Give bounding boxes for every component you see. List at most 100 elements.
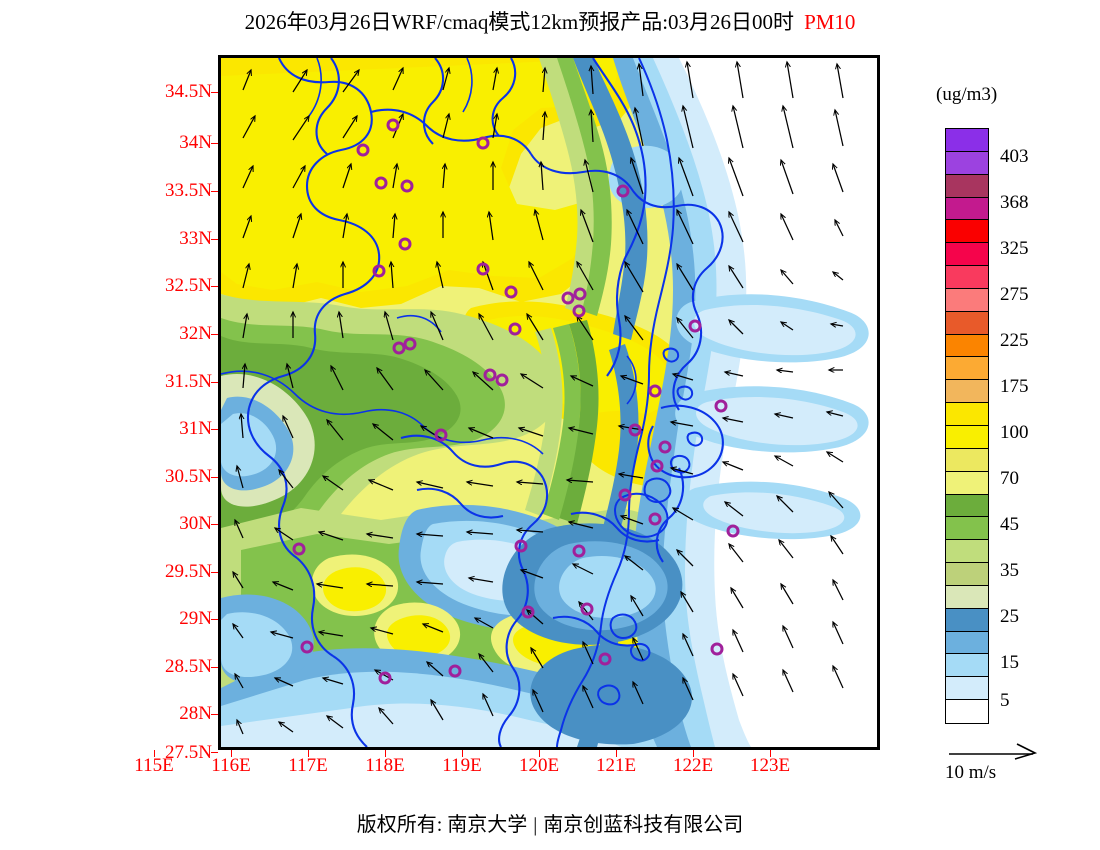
station-marker — [648, 384, 662, 398]
colorbar-tick-5: 5 — [1000, 690, 1010, 711]
colorbar-band-5 — [946, 243, 988, 267]
colorbar-band-3 — [946, 197, 988, 221]
lon-tick — [616, 750, 617, 757]
colorbar-tick-175: 175 — [1000, 376, 1029, 397]
colorbar-tick-45: 45 — [1000, 514, 1019, 535]
station-marker — [726, 524, 740, 538]
station-marker — [658, 440, 672, 454]
lon-label-122E: 122E — [672, 755, 714, 776]
lat-tick — [211, 477, 218, 478]
footer-company: 南京创蓝科技有限公司 — [543, 814, 744, 836]
footer-separator: | — [533, 814, 538, 836]
colorbar-band-9 — [946, 334, 988, 358]
station-marker — [650, 459, 664, 473]
station-marker — [648, 512, 662, 526]
station-marker — [710, 642, 724, 656]
colorbar-band-12 — [946, 403, 988, 426]
lat-tick — [211, 667, 218, 668]
station-marker — [434, 428, 448, 442]
title-species-label: PM10 — [804, 10, 856, 34]
footer-copyright: 版权所有: 南京大学 | 南京创蓝科技有限公司 — [0, 808, 1100, 837]
colorbar-tick-100: 100 — [1000, 422, 1029, 443]
lon-label-117E: 117E — [288, 755, 328, 776]
lat-label-32N: 32N — [179, 323, 212, 344]
colorbar-tick-225: 225 — [1000, 330, 1029, 351]
station-marker — [476, 136, 490, 150]
station-marker — [448, 664, 462, 678]
colorbar-band-24 — [946, 677, 988, 701]
lat-label-32.5N: 32.5N — [165, 275, 212, 296]
colorbar-tick-70: 70 — [1000, 468, 1019, 489]
colorbar-band-16 — [946, 494, 988, 518]
colorbar-band-23 — [946, 654, 988, 678]
station-marker — [628, 423, 642, 437]
colorbar-band-10 — [946, 357, 988, 381]
station-marker — [573, 287, 587, 301]
lon-label-118E: 118E — [365, 755, 405, 776]
lat-label-29.5N: 29.5N — [165, 561, 212, 582]
lat-label-27.5N: 27.5N — [165, 742, 212, 763]
lat-tick — [211, 524, 218, 525]
lat-tick — [211, 382, 218, 383]
station-marker — [508, 322, 522, 336]
colorbar[interactable] — [945, 128, 989, 724]
colorbar-band-20 — [946, 585, 988, 609]
lat-label-34N: 34N — [179, 132, 212, 153]
station-marker — [521, 605, 535, 619]
colorbar-band-25 — [946, 700, 988, 723]
lat-tick — [211, 714, 218, 715]
lon-tick — [308, 750, 309, 757]
wind-vectors — [233, 62, 844, 735]
colorbar-band-22 — [946, 631, 988, 655]
colorbar-band-7 — [946, 288, 988, 312]
station-marker — [300, 640, 314, 654]
station-marker — [572, 544, 586, 558]
footer-copyright-owner: 版权所有: 南京大学 — [356, 814, 528, 836]
wind-scale-arrow-icon — [949, 743, 1038, 760]
lat-tick — [211, 429, 218, 430]
lat-tick — [211, 286, 218, 287]
page-title: 2026年03月26日WRF/cmaq模式12km预报产品:03月26日00时 P… — [0, 6, 1100, 36]
colorbar-tick-325: 325 — [1000, 238, 1029, 259]
station-marker — [483, 368, 497, 382]
forecast-map[interactable] — [218, 55, 880, 750]
lat-tick — [211, 143, 218, 144]
station-marker — [514, 539, 528, 553]
lon-tick — [693, 750, 694, 757]
station-marker — [378, 671, 392, 685]
station-marker — [714, 399, 728, 413]
colorbar-band-19 — [946, 563, 988, 586]
colorbar-band-4 — [946, 220, 988, 244]
lat-label-31N: 31N — [179, 418, 212, 439]
station-marker — [386, 118, 400, 132]
wind-scale-legend — [945, 742, 1085, 762]
station-marker — [572, 304, 586, 318]
lon-label-115E: 115E — [134, 755, 174, 776]
station-marker — [372, 264, 386, 278]
station-marker — [292, 542, 306, 556]
colorbar-tick-403: 403 — [1000, 146, 1029, 167]
lon-label-119E: 119E — [442, 755, 482, 776]
lon-tick — [462, 750, 463, 757]
monitoring-stations[interactable] — [292, 118, 740, 685]
lat-label-29N: 29N — [179, 608, 212, 629]
lon-label-121E: 121E — [595, 755, 637, 776]
station-marker — [356, 143, 370, 157]
colorbar-band-1 — [946, 151, 988, 175]
lon-label-116E: 116E — [211, 755, 251, 776]
lat-label-31.5N: 31.5N — [165, 371, 212, 392]
station-marker — [561, 291, 575, 305]
lat-label-34.5N: 34.5N — [165, 81, 212, 102]
colorbar-band-14 — [946, 448, 988, 472]
lat-tick — [211, 572, 218, 573]
station-marker — [398, 237, 412, 251]
lat-tick — [211, 752, 218, 753]
lat-label-30.5N: 30.5N — [165, 466, 212, 487]
station-marker — [598, 652, 612, 666]
lon-tick — [770, 750, 771, 757]
map-canvas[interactable] — [221, 58, 877, 747]
colorbar-tick-368: 368 — [1000, 192, 1029, 213]
lat-label-33N: 33N — [179, 228, 212, 249]
colorbar-band-8 — [946, 311, 988, 335]
colorbar-tick-15: 15 — [1000, 652, 1019, 673]
